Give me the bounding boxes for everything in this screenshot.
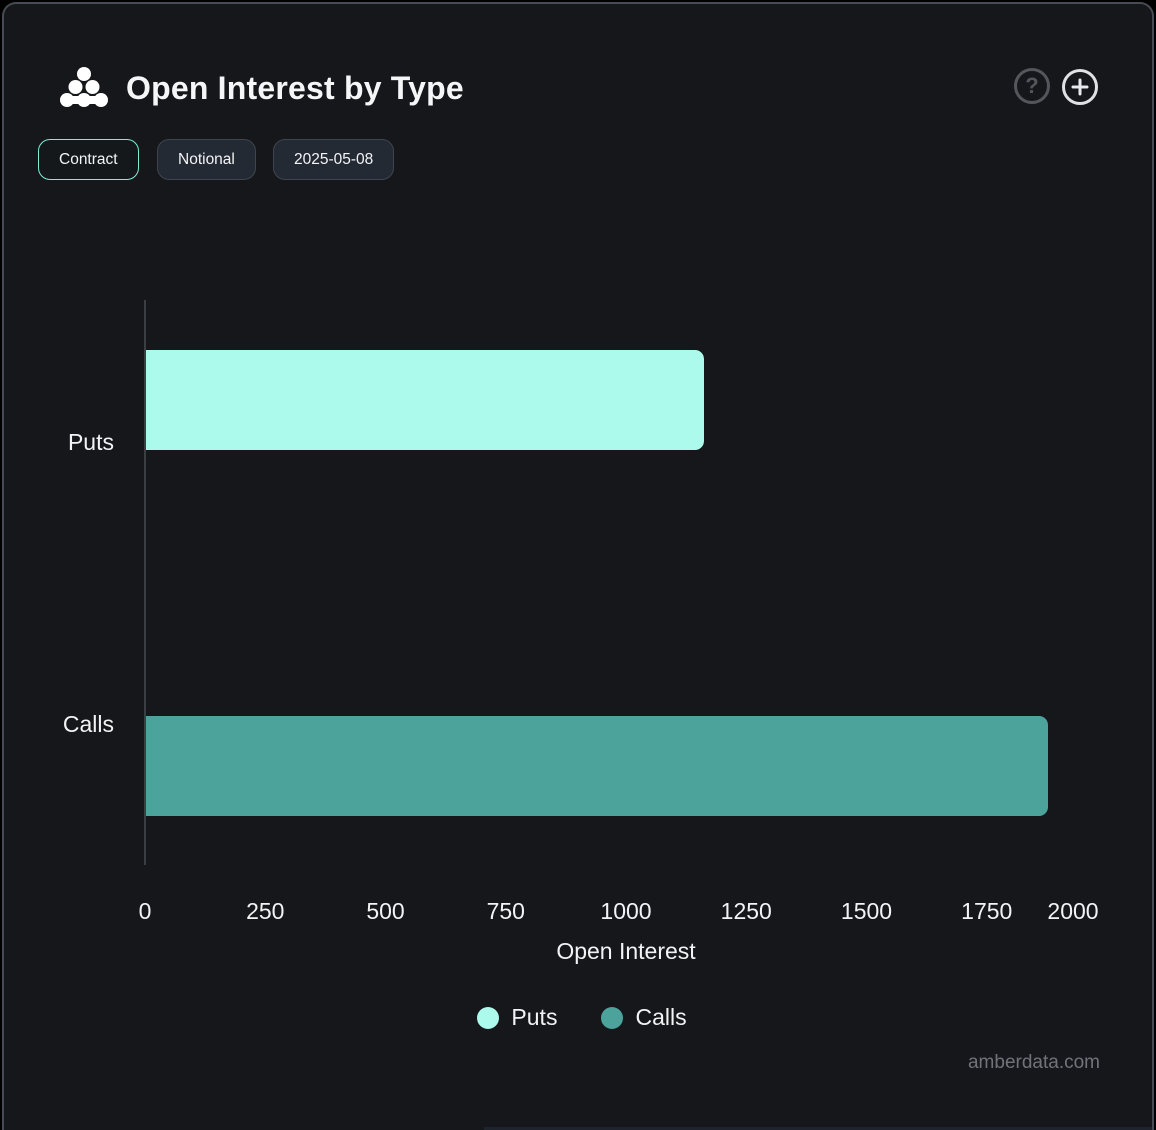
legend-item-puts[interactable]: Puts bbox=[477, 1004, 557, 1031]
category-label-puts: Puts bbox=[67, 429, 114, 455]
add-button[interactable] bbox=[1062, 69, 1098, 105]
calls-swatch-icon bbox=[601, 1006, 624, 1029]
date-button[interactable]: 2025-05-08 bbox=[273, 139, 395, 180]
toggle-notional[interactable]: Notional bbox=[157, 139, 256, 180]
category-label-calls: Calls bbox=[62, 711, 114, 737]
amberdata-logo bbox=[60, 67, 108, 107]
x-tick: 2000 bbox=[1047, 898, 1099, 924]
y-axis-line bbox=[144, 300, 146, 865]
plus-icon bbox=[1071, 78, 1089, 96]
question-icon: ? bbox=[1025, 73, 1039, 98]
page-title: Open Interest by Type bbox=[126, 70, 464, 106]
x-axis-title: Open Interest bbox=[556, 938, 696, 964]
bar-puts[interactable] bbox=[146, 350, 704, 450]
puts-swatch-icon bbox=[477, 1006, 500, 1029]
legend-item-calls[interactable]: Calls bbox=[601, 1004, 687, 1031]
toggle-contract[interactable]: Contract bbox=[38, 139, 139, 180]
watermark: amberdata.com bbox=[967, 1052, 1100, 1073]
x-tick: 1500 bbox=[840, 898, 893, 924]
x-tick: 1250 bbox=[720, 898, 772, 924]
legend-label: Calls bbox=[635, 1004, 687, 1030]
legend-label: Puts bbox=[511, 1004, 558, 1030]
help-button[interactable]: ? bbox=[1014, 68, 1050, 104]
x-tick: 250 bbox=[246, 898, 285, 924]
x-tick: 500 bbox=[366, 898, 405, 924]
x-tick: 1000 bbox=[600, 898, 652, 924]
x-tick: 0 bbox=[138, 898, 152, 924]
legend: Puts Calls bbox=[4, 1004, 1156, 1031]
bottom-edge-strip bbox=[484, 1127, 1152, 1130]
x-tick: 750 bbox=[486, 898, 525, 924]
x-tick: 1750 bbox=[961, 898, 1013, 924]
bar-calls[interactable] bbox=[146, 716, 1048, 816]
